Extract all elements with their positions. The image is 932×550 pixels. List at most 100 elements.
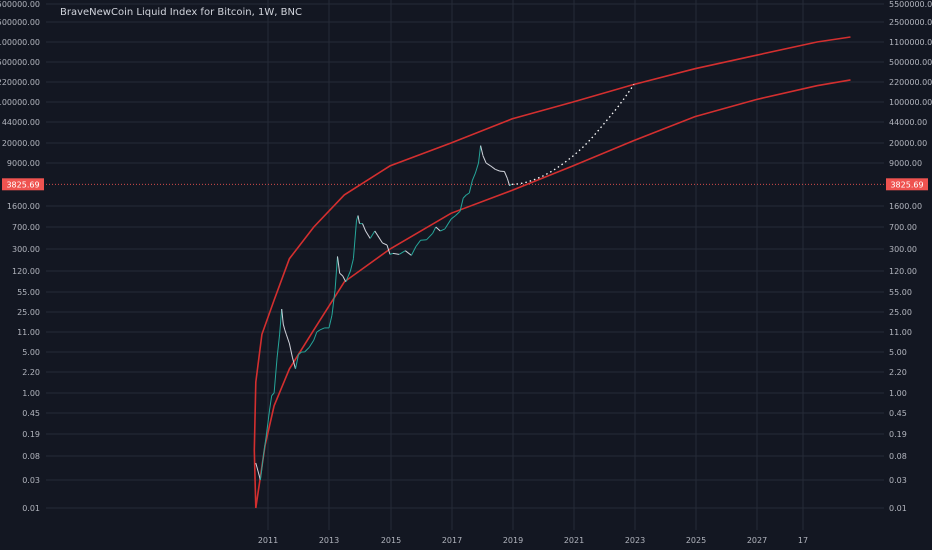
- y-tick-label-right: 0.08: [889, 452, 907, 461]
- price-segment: [282, 324, 286, 331]
- y-tick-label-left: 1.00: [22, 389, 40, 398]
- y-tick-label-right: 2500000.00: [889, 18, 932, 27]
- price-segment: [450, 215, 456, 220]
- price-segment: [279, 309, 283, 335]
- price-segment: [398, 250, 406, 255]
- price-segment: [295, 354, 299, 370]
- y-tick-label-right: 1600.00: [889, 202, 922, 211]
- y-tick-label-right: 0.45: [889, 409, 907, 418]
- x-tick-label: 2025: [686, 536, 706, 545]
- price-segment: [339, 272, 344, 277]
- y-tick-label-right: 220000.00: [889, 78, 932, 87]
- price-segment: [426, 232, 434, 241]
- price-segment: [331, 289, 336, 316]
- price-segment: [506, 178, 511, 186]
- price-segment: [471, 172, 476, 181]
- price-segment: [334, 256, 338, 290]
- y-tick-label-right: 700.00: [889, 223, 917, 232]
- price-segment: [482, 155, 487, 164]
- y-tick-label-left: 20000.00: [2, 139, 40, 148]
- y-tick-label-left: 25.00: [17, 308, 40, 317]
- price-segment: [285, 334, 290, 344]
- y-tick-label-left: 700.00: [12, 223, 40, 232]
- price-segment: [435, 226, 441, 232]
- price-segment: [369, 230, 376, 239]
- price-segment: [345, 270, 351, 283]
- price-segment: [328, 314, 333, 329]
- price-segment: [466, 192, 470, 196]
- price-segment: [440, 228, 446, 232]
- y-tick-label-right: 5500000.00: [889, 0, 932, 9]
- y-tick-label-right: 1.00: [889, 389, 907, 398]
- price-segment: [269, 395, 273, 411]
- price-segment: [291, 357, 296, 370]
- y-tick-label-right: 9000.00: [889, 159, 922, 168]
- y-tick-label-right: 44000.00: [889, 118, 927, 127]
- price-segment: [485, 162, 491, 167]
- y-tick-label-right: 0.01: [889, 504, 907, 513]
- price-segment: [284, 329, 287, 335]
- price-segment: [316, 329, 321, 333]
- y-tick-label-left: 0.01: [22, 504, 40, 513]
- price-segment: [365, 230, 371, 239]
- y-tick-label-right: 0.19: [889, 430, 907, 439]
- y-tick-label-right: 2.20: [889, 368, 907, 377]
- price-segment: [313, 331, 318, 341]
- y-tick-label-right: 500000.00: [889, 58, 932, 67]
- y-tick-label-left: 5500000.00: [0, 0, 40, 9]
- price-segment: [362, 223, 367, 232]
- price-segment: [374, 230, 379, 236]
- price-segment: [281, 309, 284, 325]
- price-tag-left: 3825.69: [6, 180, 39, 189]
- price-tag-right: 3825.69: [890, 180, 923, 189]
- chart-title: BraveNewCoin Liquid Index for Bitcoin, 1…: [60, 7, 302, 18]
- y-tick-label-right: 120.00: [889, 267, 917, 276]
- price-segment: [478, 145, 482, 164]
- chart-grid: [46, 0, 884, 530]
- price-segment: [462, 194, 467, 199]
- y-tick-label-right: 0.03: [889, 476, 907, 485]
- price-segment: [255, 462, 261, 481]
- price-tag-left-bg: [2, 178, 44, 191]
- projection-series: [511, 84, 635, 185]
- price-segment: [495, 168, 500, 172]
- y-tick-label-right: 11.00: [889, 328, 912, 337]
- y-tick-label-left: 0.08: [22, 452, 40, 461]
- price-segment: [509, 183, 512, 187]
- price-segment: [349, 258, 354, 272]
- growth-bands: [253, 36, 851, 509]
- price-segment: [266, 410, 270, 435]
- price-segment: [308, 339, 315, 348]
- price-segment: [404, 250, 412, 256]
- y-tick-label-left: 1100000.00: [0, 38, 40, 47]
- y-tick-label-left: 2.20: [22, 368, 40, 377]
- y-tick-label-left: 220000.00: [0, 78, 40, 87]
- price-segment: [455, 210, 461, 216]
- price-segment: [480, 145, 484, 156]
- price-segment: [432, 226, 437, 234]
- y-tick-label-left: 100000.00: [0, 98, 40, 107]
- price-segment: [273, 357, 278, 394]
- price-segment: [474, 162, 479, 174]
- price-segment: [276, 334, 281, 358]
- price-segment: [503, 171, 508, 179]
- price-tags: 3825.69 3825.69: [2, 178, 928, 191]
- y-tick-label-right: 5.00: [889, 348, 907, 357]
- y-tick-label-left: 9000.00: [7, 159, 40, 168]
- price-segment: [259, 455, 264, 481]
- x-tick-label: 2027: [747, 536, 767, 545]
- x-tick-label: 17: [798, 536, 808, 545]
- price-segment: [271, 392, 275, 396]
- price-series: [255, 145, 512, 481]
- y-tick-label-right: 55.00: [889, 288, 912, 297]
- upper-band-curve: [253, 36, 851, 509]
- price-segment: [410, 246, 417, 256]
- x-tick-label: 2013: [319, 536, 339, 545]
- price-segment: [415, 240, 421, 247]
- y-tick-label-right: 300.00: [889, 245, 917, 254]
- y-tick-label-left: 5.00: [22, 348, 40, 357]
- price-segment: [490, 165, 496, 170]
- price-segment: [377, 235, 383, 244]
- price-segment: [357, 215, 360, 224]
- y-tick-label-left: 0.19: [22, 430, 40, 439]
